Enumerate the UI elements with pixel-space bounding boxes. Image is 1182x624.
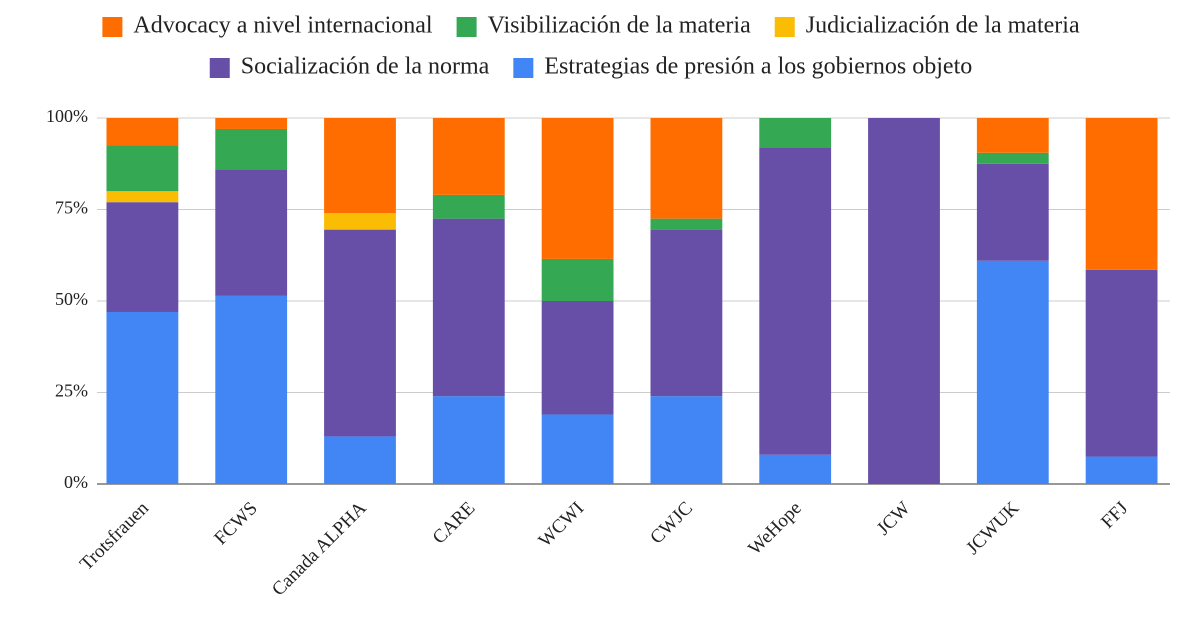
bar-segment <box>1085 456 1158 484</box>
bar-segment <box>976 118 1049 153</box>
x-tick-label: FFJ <box>1097 498 1132 533</box>
bar-segment <box>432 396 505 484</box>
x-tick-label: WeHope <box>744 498 806 560</box>
bar-segment <box>541 118 614 259</box>
bar-segment <box>868 118 940 484</box>
legend-row: Advocacy a nivel internacional Visibiliza… <box>102 13 1080 39</box>
legend-swatch <box>102 17 123 37</box>
x-tick-label: WCWI <box>535 498 589 552</box>
legend-label: Visibilización de la materia <box>488 13 751 39</box>
y-tick-label: 75% <box>55 198 88 218</box>
bar-segment <box>106 311 179 484</box>
bar-segment <box>976 163 1049 261</box>
bar-segment <box>1085 269 1158 457</box>
legend-label: Socialización de la norma <box>241 54 490 80</box>
bar-segment <box>759 118 832 148</box>
x-tick-label: CARE <box>429 498 480 549</box>
y-tick-label: 50% <box>55 289 88 309</box>
bar-segment <box>650 229 723 397</box>
bar-segment <box>650 396 723 484</box>
bar-segment <box>106 202 179 312</box>
x-tick-label: Trotsfrauen <box>76 497 153 574</box>
legend-swatch <box>209 58 230 78</box>
bar-segment <box>324 436 396 484</box>
bar-segment <box>541 414 614 484</box>
bar-segment <box>759 454 832 484</box>
x-tick-label: JCWUK <box>962 498 1023 559</box>
bar-segment <box>106 145 179 192</box>
bar-segment <box>976 152 1049 164</box>
bar-segment <box>650 118 723 219</box>
y-tick-label: 0% <box>64 472 88 492</box>
x-tick-label: CWJC <box>646 498 697 549</box>
bar-segment <box>215 118 288 129</box>
y-tick-label: 25% <box>55 381 88 401</box>
x-tick-label: FCWS <box>210 498 261 549</box>
bar-segment <box>432 218 505 397</box>
bar-segment <box>650 218 723 230</box>
bar-segment <box>324 118 396 214</box>
bar-segment <box>432 194 505 219</box>
x-tick-label: Canada ALPHA <box>268 498 371 601</box>
legend-item: Visibilización de la materia <box>456 13 751 39</box>
bar-segment <box>432 118 505 195</box>
bar-segment <box>324 229 396 437</box>
y-tick-label: 100% <box>46 106 88 126</box>
bar-segment <box>215 169 288 296</box>
bar-segment <box>541 258 614 301</box>
bar-segment <box>324 213 396 230</box>
bar-segment <box>541 301 614 415</box>
x-tick-label: JCW <box>873 498 915 540</box>
legend-item: Estrategias de presión a los gobiernos o… <box>513 54 972 80</box>
bar-segment <box>215 128 288 170</box>
legend-label: Estrategias de presión a los gobiernos o… <box>544 54 972 80</box>
legend-row: Socialización de la norma Estrategias de … <box>209 54 972 80</box>
bar-segment <box>106 191 179 203</box>
bar-segment <box>759 147 832 455</box>
legend-swatch <box>774 17 795 37</box>
bar-segment <box>1085 118 1158 270</box>
legend-item: Advocacy a nivel internacional <box>102 13 433 39</box>
bar-segment <box>215 295 288 484</box>
bar-segment <box>106 118 179 146</box>
legend-label: Judicialización de la materia <box>806 13 1080 39</box>
legend-swatch <box>456 17 477 37</box>
legend-label: Advocacy a nivel internacional <box>133 13 433 39</box>
legend-item: Judicialización de la materia <box>774 13 1080 39</box>
legend-swatch <box>513 58 534 78</box>
legend-item: Socialización de la norma <box>209 54 490 80</box>
bar-segment <box>976 260 1049 484</box>
